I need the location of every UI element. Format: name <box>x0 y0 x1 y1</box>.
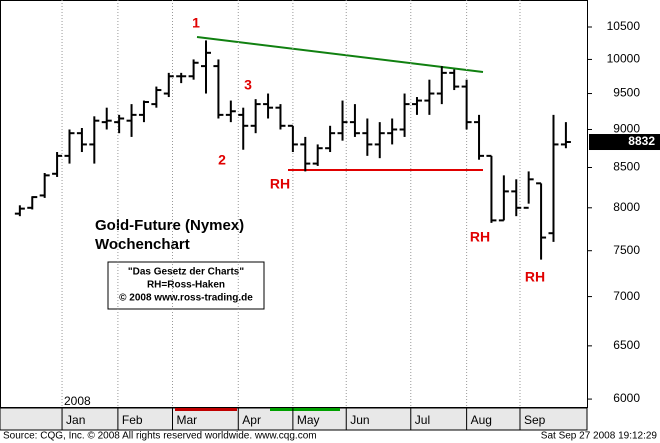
x-tick-label: May <box>297 413 320 427</box>
chart-title: Gold-Future (Nymex) <box>95 217 244 234</box>
annotation: RH <box>270 176 290 192</box>
annotation: 3 <box>244 77 252 93</box>
x-tick-label: Apr <box>242 413 261 427</box>
y-tick-label: 8000 <box>613 200 640 214</box>
y-tick-label: 10000 <box>607 52 641 66</box>
y-tick-label: 9000 <box>613 122 640 136</box>
timestamp: Sat Sep 27 2008 19:12:29 <box>541 431 658 442</box>
trend-line <box>196 36 484 73</box>
last-price-label: 8832 <box>628 134 655 148</box>
y-tick-label: 6500 <box>613 338 640 352</box>
x-tick-label: Jun <box>350 413 369 427</box>
axis-band <box>175 408 237 411</box>
x-tick-label: Feb <box>122 413 143 427</box>
chart-subtitle: Wochenchart <box>95 236 190 253</box>
y-tick-label: 7000 <box>613 289 640 303</box>
y-tick-label: 8500 <box>613 160 640 174</box>
y-tick-label: 7500 <box>613 243 640 257</box>
annotation: RH <box>525 269 545 285</box>
time-axis <box>0 407 588 431</box>
axis-band <box>270 408 340 411</box>
x-tick-label: Mar <box>177 413 198 427</box>
x-tick-label: Jul <box>415 413 430 427</box>
year-label: 2008 <box>64 394 91 408</box>
last-price-box <box>589 134 660 151</box>
source: Source: CQG, Inc. © 2008 All rights rese… <box>3 431 317 442</box>
credit-line: RH=Ross-Haken <box>147 280 225 291</box>
x-tick-label: Jan <box>66 413 85 427</box>
annotation: 2 <box>218 152 226 168</box>
annotation: RH <box>470 229 490 245</box>
y-tick-label: 9500 <box>613 86 640 100</box>
x-tick-label: Sep <box>524 413 546 427</box>
annotation: 1 <box>192 15 200 31</box>
x-tick-label: Aug <box>471 413 492 427</box>
credit-line: © 2008 www.ross-trading.de <box>119 293 253 304</box>
credit-line: "Das Gesetz der Charts" <box>128 267 244 278</box>
y-tick-label: 6000 <box>613 391 640 405</box>
y-tick-label: 10500 <box>607 19 641 33</box>
